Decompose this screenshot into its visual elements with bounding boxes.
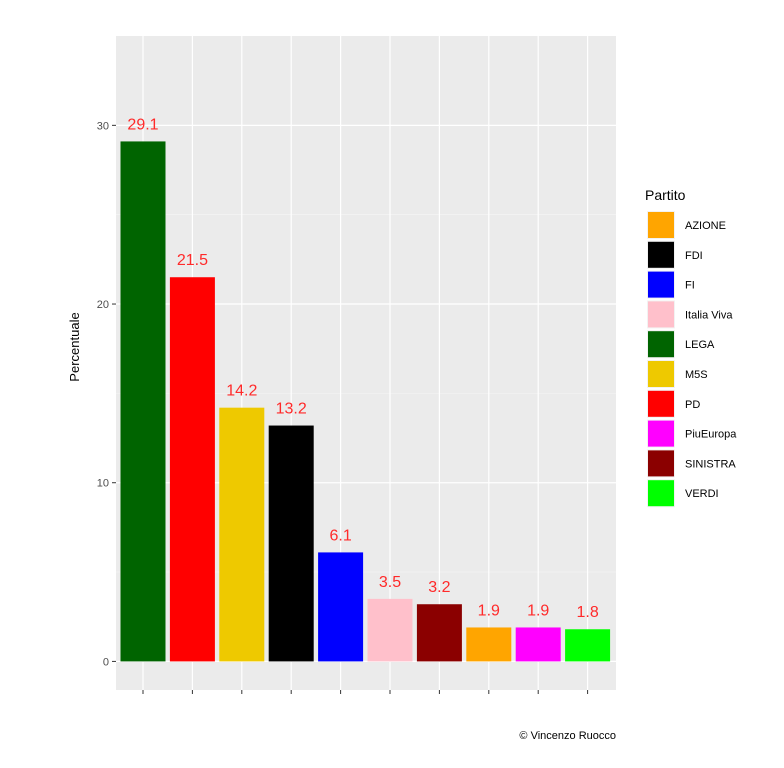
legend-swatch [648, 331, 674, 358]
legend-swatch [648, 301, 674, 328]
data-label: 14.2 [226, 383, 257, 400]
legend-swatch [648, 271, 674, 298]
legend-swatch [648, 241, 674, 268]
bar-azione [466, 627, 512, 662]
axes: 0 10 20 30 [97, 120, 589, 694]
bars [120, 141, 611, 662]
bar-lega [120, 141, 166, 662]
data-label: 1.9 [478, 602, 500, 619]
legend-swatch [648, 450, 674, 477]
data-label: 29.1 [127, 116, 158, 133]
legend-label: FI [685, 280, 695, 292]
bar-verdi [565, 629, 611, 662]
data-labels: 29.1 21.5 14.2 13.2 6.1 3.5 3.2 1.9 1.9 1.8 [127, 116, 598, 621]
bar-sinistra [416, 604, 462, 662]
legend-label: LEGA [685, 339, 715, 351]
y-axis-title: Percentuale [67, 312, 82, 381]
data-label: 6.1 [329, 527, 351, 544]
legend-label: Italia Viva [685, 309, 733, 321]
legend-swatch [648, 480, 674, 507]
bar-m5s [219, 407, 265, 662]
legend-label: AZIONE [685, 220, 726, 232]
data-label: 21.5 [177, 252, 208, 269]
data-label: 1.9 [527, 602, 549, 619]
caption: © Vincenzo Ruocco [519, 730, 616, 742]
bar-fdi [268, 425, 314, 662]
y-tick-label: 10 [97, 478, 109, 490]
data-label: 3.2 [428, 579, 450, 596]
data-label: 3.5 [379, 574, 401, 591]
legend-label: SINISTRA [685, 458, 736, 470]
legend-swatch [648, 361, 674, 387]
legend-label: FDI [685, 250, 703, 262]
bar-pd [169, 277, 215, 662]
legend-label: M5S [685, 369, 708, 381]
y-tick-label: 30 [97, 120, 109, 132]
y-tick-label: 0 [103, 656, 109, 668]
bar-italia-viva [367, 598, 413, 662]
legend-swatch [648, 212, 674, 238]
legend-swatch [648, 420, 674, 447]
legend: Partito AZIONE FDI FI Italia Viva LEGA M5S PD P… [645, 187, 737, 508]
legend-title: Partito [645, 187, 686, 203]
legend-label: PD [685, 399, 700, 411]
legend-swatch [648, 390, 674, 417]
data-label: 13.2 [276, 401, 307, 418]
legend-label: PiuEuropa [685, 429, 737, 441]
legend-label: VERDI [685, 488, 719, 500]
data-label: 1.8 [576, 604, 598, 621]
bar-fi [318, 552, 364, 662]
y-tick-label: 20 [97, 299, 109, 311]
bar-piueuropa [515, 627, 561, 662]
